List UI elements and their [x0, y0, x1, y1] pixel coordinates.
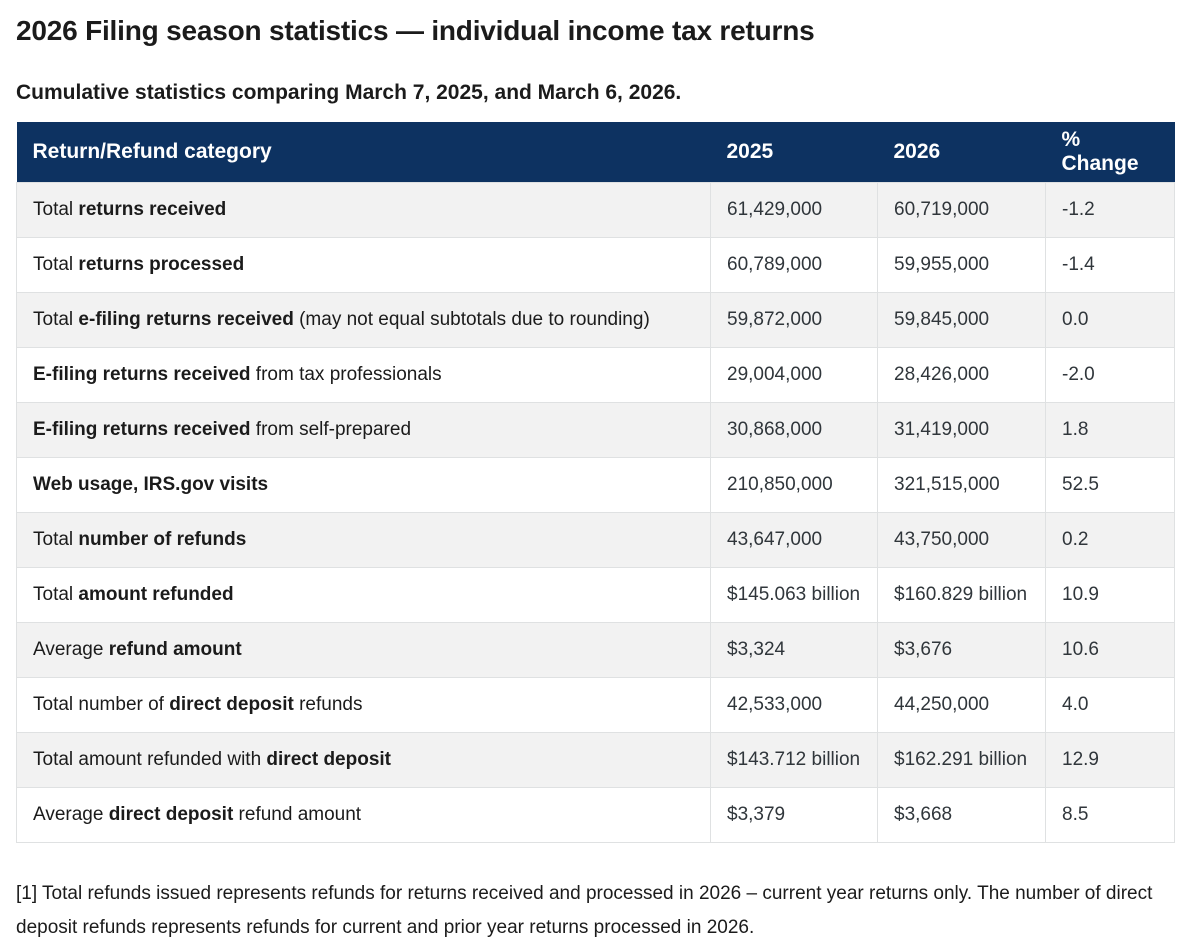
table-row: Total amount refunded $145.063 billion $16…	[16, 567, 1175, 623]
pct-change-cell: 10.6	[1045, 622, 1175, 678]
value-2026-cell: 31,419,000	[877, 402, 1046, 458]
value-2026-cell: $3,668	[877, 787, 1046, 843]
value-2025-cell: 59,872,000	[710, 292, 878, 348]
value-2025-cell: $3,379	[710, 787, 878, 843]
value-2025-cell: 42,533,000	[710, 677, 878, 733]
table-row: Average direct deposit refund amount $3,3…	[16, 787, 1175, 843]
filing-season-statistics-table: Return/Refund category 2025 2026 % Chang…	[16, 122, 1175, 843]
table-row: Average refund amount $3,324 $3,676 10.6	[16, 622, 1175, 678]
value-2026-cell: 321,515,000	[877, 457, 1046, 513]
column-header-pct-change: % Change	[1045, 122, 1175, 183]
value-2025-cell: $145.063 billion	[710, 567, 878, 623]
table-row: Total e-filing returns received (may not…	[16, 292, 1175, 348]
table-row: E-filing returns received from self-prep…	[16, 402, 1175, 458]
table-body: Total returns received 61,429,000 60,719,0…	[16, 182, 1175, 843]
pct-change-cell: -2.0	[1045, 347, 1175, 403]
table-row: Total number of direct deposit refunds 42…	[16, 677, 1175, 733]
table-row: Total returns processed 60,789,000 59,955,…	[16, 237, 1175, 293]
category-cell: Total number of direct deposit refunds	[16, 677, 711, 733]
pct-change-cell: 10.9	[1045, 567, 1175, 623]
value-2025-cell: 60,789,000	[710, 237, 878, 293]
value-2026-cell: 59,845,000	[877, 292, 1046, 348]
value-2025-cell: 29,004,000	[710, 347, 878, 403]
pct-change-cell: 8.5	[1045, 787, 1175, 843]
value-2026-cell: $162.291 billion	[877, 732, 1046, 788]
table-row: Total amount refunded with direct deposi…	[16, 732, 1175, 788]
pct-change-cell: 4.0	[1045, 677, 1175, 733]
pct-change-cell: 1.8	[1045, 402, 1175, 458]
category-cell: Total number of refunds	[16, 512, 711, 568]
category-cell: E-filing returns received from tax profe…	[16, 347, 711, 403]
value-2026-cell: $160.829 billion	[877, 567, 1046, 623]
category-cell: Web usage, IRS.gov visits	[16, 457, 711, 513]
pct-change-cell: 52.5	[1045, 457, 1175, 513]
pct-change-cell: 12.9	[1045, 732, 1175, 788]
column-header-2026: 2026	[877, 122, 1046, 183]
category-cell: E-filing returns received from self-prep…	[16, 402, 711, 458]
pct-change-cell: -1.4	[1045, 237, 1175, 293]
category-cell: Total amount refunded	[16, 567, 711, 623]
table-row: Total returns received 61,429,000 60,719,0…	[16, 182, 1175, 238]
page-subtitle: Cumulative statistics comparing March 7,…	[16, 81, 682, 104]
category-cell: Total returns processed	[16, 237, 711, 293]
pct-change-cell: 0.0	[1045, 292, 1175, 348]
value-2025-cell: $3,324	[710, 622, 878, 678]
category-cell: Total returns received	[16, 182, 711, 238]
value-2025-cell: 61,429,000	[710, 182, 878, 238]
value-2026-cell: 43,750,000	[877, 512, 1046, 568]
value-2025-cell: $143.712 billion	[710, 732, 878, 788]
table-header-row: Return/Refund category 2025 2026 % Chang…	[16, 122, 1175, 183]
pct-change-cell: -1.2	[1045, 182, 1175, 238]
page-title: 2026 Filing season statistics — individu…	[16, 15, 815, 46]
value-2026-cell: $3,676	[877, 622, 1046, 678]
value-2025-cell: 43,647,000	[710, 512, 878, 568]
column-header-2025: 2025	[710, 122, 878, 183]
value-2026-cell: 44,250,000	[877, 677, 1046, 733]
category-cell: Average direct deposit refund amount	[16, 787, 711, 843]
value-2025-cell: 210,850,000	[710, 457, 878, 513]
value-2026-cell: 28,426,000	[877, 347, 1046, 403]
category-cell: Total e-filing returns received (may not…	[16, 292, 711, 348]
category-cell: Total amount refunded with direct deposi…	[16, 732, 711, 788]
footnote: [1] Total refunds issued represents refu…	[16, 883, 1153, 938]
table-row: E-filing returns received from tax profe…	[16, 347, 1175, 403]
column-header-category: Return/Refund category	[16, 122, 711, 183]
value-2026-cell: 59,955,000	[877, 237, 1046, 293]
pct-change-cell: 0.2	[1045, 512, 1175, 568]
value-2025-cell: 30,868,000	[710, 402, 878, 458]
value-2026-cell: 60,719,000	[877, 182, 1046, 238]
table-row: Total number of refunds 43,647,000 43,750,…	[16, 512, 1175, 568]
table-row: Web usage, IRS.gov visits 210,850,000 321,…	[16, 457, 1175, 513]
category-cell: Average refund amount	[16, 622, 711, 678]
